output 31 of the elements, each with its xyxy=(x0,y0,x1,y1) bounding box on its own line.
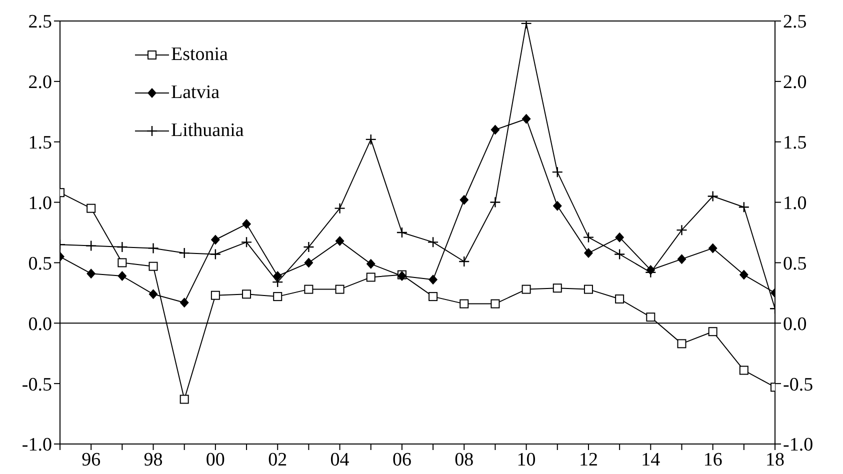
x-tick-label: 96 xyxy=(82,449,101,470)
y2-tick-label: 1.5 xyxy=(783,132,807,154)
x-tick-label: 12 xyxy=(578,449,598,470)
y2-tick-label: -1.0 xyxy=(783,434,814,456)
y2-tick-label: 0.0 xyxy=(783,314,807,335)
legend-label: Latvia xyxy=(171,82,220,104)
x-tick-label: 10 xyxy=(516,449,536,470)
y-tick-label: 1.0 xyxy=(28,193,52,214)
y2-tick-label: 2.5 xyxy=(783,12,807,33)
x-tick-label: 14 xyxy=(641,449,661,470)
y-tick-label: 0.0 xyxy=(28,314,52,335)
x-tick-label: 98 xyxy=(144,449,163,470)
x-tick-label: 04 xyxy=(330,449,350,470)
x-tick-label: 02 xyxy=(268,449,288,470)
x-tick-label: 00 xyxy=(206,449,225,470)
y2-tick-label: 1.0 xyxy=(783,193,807,214)
x-tick-label: 18 xyxy=(766,449,784,470)
x-tick-label: 06 xyxy=(392,449,412,470)
y2-tick-label: 2.0 xyxy=(783,72,807,94)
y2-tick-label: 0.5 xyxy=(783,253,807,274)
y-tick-label: -0.5 xyxy=(22,374,52,396)
y2-tick-label: -0.5 xyxy=(783,374,814,396)
y-tick-label: 2.0 xyxy=(28,72,52,94)
y-tick-label: 0.5 xyxy=(28,253,52,274)
y-tick-label: 1.5 xyxy=(28,132,52,154)
x-tick-label: 16 xyxy=(703,449,722,470)
legend-label: Estonia xyxy=(171,44,228,66)
y-tick-label: 2.5 xyxy=(28,12,52,33)
legend-label: Lithuania xyxy=(171,120,244,142)
y-tick-label: -1.0 xyxy=(22,434,52,456)
x-tick-label: 08 xyxy=(454,449,474,470)
